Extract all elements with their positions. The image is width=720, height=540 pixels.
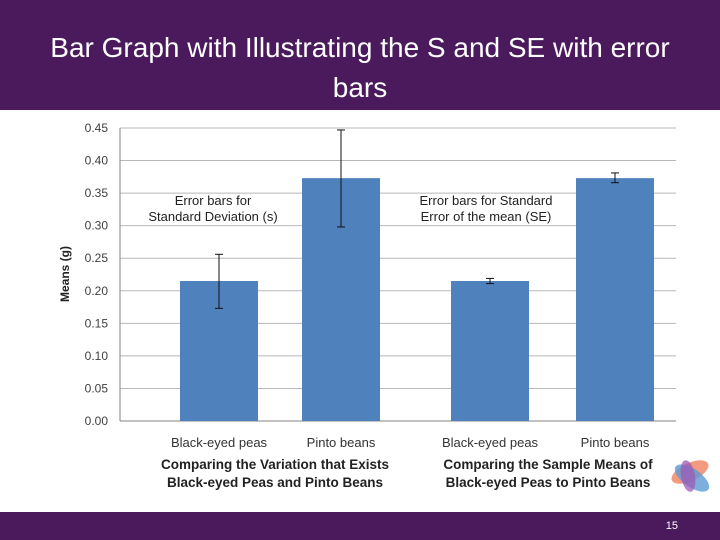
page-number: 15 [665, 520, 678, 532]
y-axis-label: Means (g) [58, 246, 72, 302]
chart-annotation: Standard Deviation (s) [148, 209, 277, 224]
bar [451, 281, 529, 421]
group-caption: Black-eyed Peas and Pinto Beans [167, 475, 383, 490]
y-tick-label: 0.15 [85, 316, 109, 330]
bar-chart: 0.00 0.05 0.10 0.15 0.20 0.25 0.30 0.35 0.40 0.45… [58, 121, 676, 490]
x-category-label: Pinto beans [307, 435, 376, 450]
y-tick-label: 0.05 [85, 381, 109, 395]
y-tick-label: 0.25 [85, 251, 109, 265]
chart-annotation: Error bars for Standard [420, 193, 553, 208]
slide-title: Bar Graph with Illustrating the S and SE… [50, 32, 670, 103]
x-category-label: Black-eyed peas [442, 435, 539, 450]
x-category-label: Pinto beans [581, 435, 650, 450]
y-tick-label: 0.45 [85, 121, 109, 135]
slide-header: Bar Graph with Illustrating the S and SE… [0, 0, 720, 110]
group-caption: Black-eyed Peas to Pinto Beans [446, 475, 651, 490]
group-caption: Comparing the Variation that Exists [161, 457, 389, 472]
y-tick-label: 0.20 [85, 284, 109, 298]
bar [576, 178, 654, 421]
y-tick-label: 0.10 [85, 349, 109, 363]
y-tick-label: 0.40 [85, 154, 109, 168]
x-category-label: Black-eyed peas [171, 435, 268, 450]
group-caption: Comparing the Sample Means of [443, 457, 653, 472]
chart-annotation: Error bars for [175, 193, 252, 208]
y-tick-label: 0.00 [85, 414, 109, 428]
chart-annotation: Error of the mean (SE) [421, 209, 552, 224]
slide-footer: 15 [0, 512, 720, 540]
y-tick-label: 0.30 [85, 219, 109, 233]
y-tick-label: 0.35 [85, 186, 109, 200]
logo-icon [671, 460, 710, 492]
